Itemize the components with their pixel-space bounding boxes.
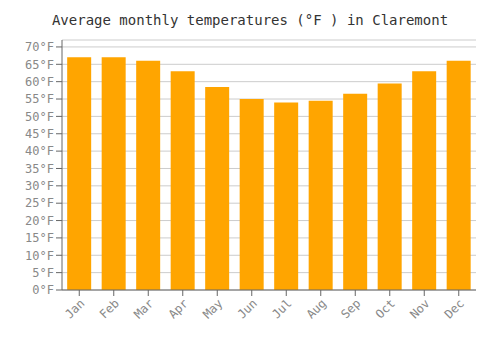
svg-text:Jul: Jul	[269, 296, 294, 321]
svg-text:10°F: 10°F	[25, 249, 54, 263]
svg-text:Aug: Aug	[304, 296, 329, 321]
svg-text:Sep: Sep	[338, 296, 363, 321]
svg-text:Oct: Oct	[373, 296, 398, 321]
svg-text:40°F: 40°F	[25, 144, 54, 158]
svg-text:Apr: Apr	[166, 296, 191, 321]
svg-text:Nov: Nov	[407, 296, 432, 321]
svg-text:65°F: 65°F	[25, 58, 54, 72]
svg-text:25°F: 25°F	[25, 196, 54, 210]
svg-text:Dec: Dec	[442, 296, 467, 321]
svg-text:5°F: 5°F	[32, 266, 54, 280]
svg-text:Mar: Mar	[131, 296, 156, 321]
svg-text:60°F: 60°F	[25, 75, 54, 89]
html-text:Average monthly temperatures (: Average monthly temperatures (°F ) in Cl…	[51, 12, 449, 28]
svg-text:50°F: 50°F	[25, 110, 54, 124]
svg-text:Jan: Jan	[62, 296, 87, 321]
svg-text:May: May	[200, 296, 225, 321]
svg-text:45°F: 45°F	[25, 127, 54, 141]
svg-text:35°F: 35°F	[25, 162, 54, 176]
svg-text:20°F: 20°F	[25, 214, 54, 228]
svg-text:Feb: Feb	[97, 296, 122, 321]
svg-text:30°F: 30°F	[25, 179, 54, 193]
svg-text:0°F: 0°F	[32, 283, 54, 297]
svg-text:15°F: 15°F	[25, 231, 54, 245]
svg-text:55°F: 55°F	[25, 92, 54, 106]
svg-text:Jun: Jun	[235, 296, 260, 321]
svg-text:70°F: 70°F	[25, 40, 54, 54]
